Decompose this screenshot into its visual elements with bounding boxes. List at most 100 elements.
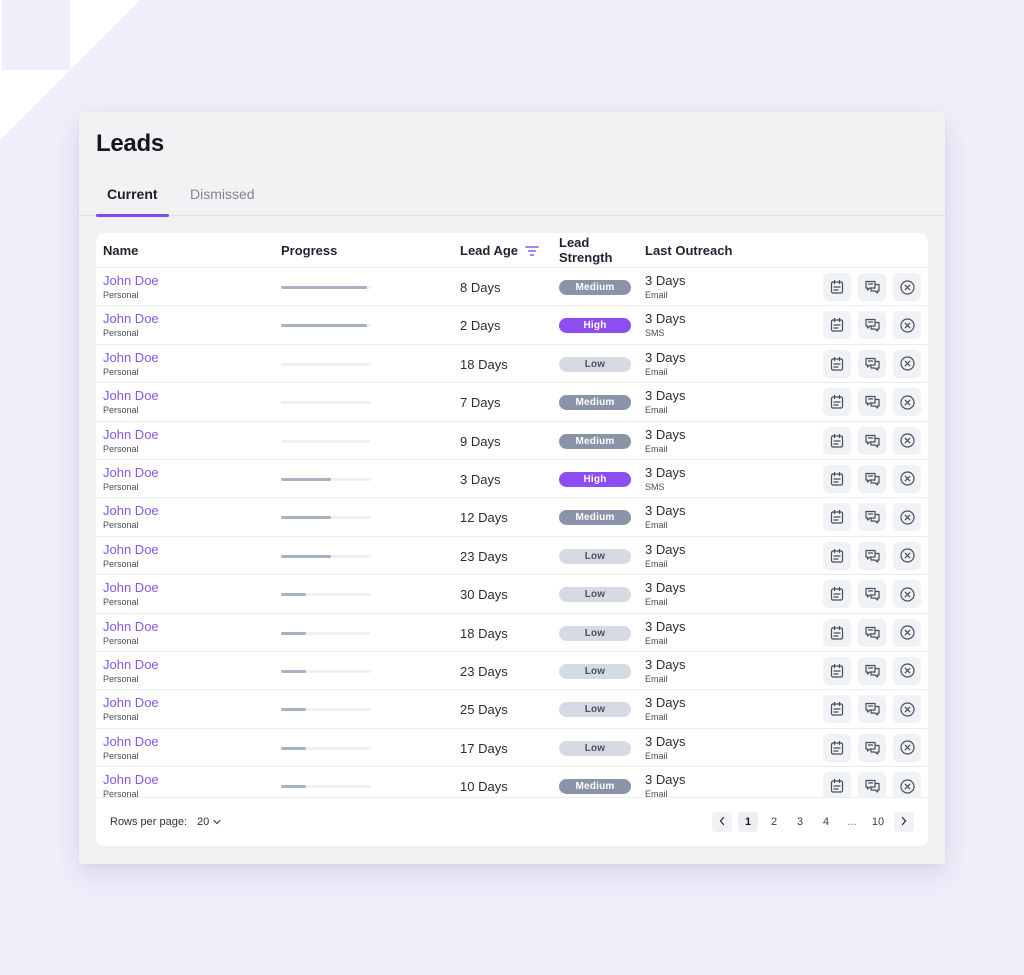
notes-button[interactable] [823,464,851,493]
table-header: Name Progress Lead Age Lead Strength Las… [96,233,928,268]
rows-per-page-select[interactable]: 20 [197,814,221,830]
notes-button[interactable] [823,273,851,301]
message-button[interactable] [858,503,886,532]
lead-age: 3 Days [460,471,501,487]
last-outreach-channel: Email [645,789,668,797]
notes-button[interactable] [823,349,851,378]
lead-age: 17 Days [460,740,508,756]
tab-dismissed[interactable]: Dismissed [190,186,255,202]
page-button[interactable]: 1 [738,812,758,832]
message-button[interactable] [858,311,886,340]
lead-name-link[interactable]: John Doe [103,273,159,288]
message-button[interactable] [858,349,886,378]
message-button[interactable] [858,464,886,493]
page-button[interactable]: 2 [770,816,778,828]
lead-name-link[interactable]: John Doe [103,618,159,634]
message-button[interactable] [858,656,886,685]
lead-name-link[interactable]: John Doe [103,349,159,365]
message-button[interactable] [858,618,886,647]
dismiss-button[interactable] [893,426,921,455]
lead-name-link[interactable]: John Doe [103,464,159,480]
lead-name-link[interactable]: John Doe [103,426,159,442]
notes-button[interactable] [823,426,851,455]
page-button[interactable]: 3 [796,816,804,828]
lead-name-link[interactable]: John Doe [103,772,159,788]
notes-button[interactable] [823,695,851,724]
message-button[interactable] [858,695,886,724]
lead-name-link[interactable]: John Doe [103,656,159,672]
lead-name-link[interactable]: John Doe [103,695,159,711]
page-button[interactable]: 4 [822,816,830,828]
message-button[interactable] [858,733,886,762]
lead-name-cell: John Doe Personal [103,542,159,570]
last-outreach-channel: Email [645,290,668,300]
notes-button[interactable] [823,772,851,797]
chat-icon [864,548,881,564]
message-button[interactable] [858,273,886,301]
notes-button[interactable] [823,656,851,685]
lead-name-cell: John Doe Personal [103,350,159,378]
table-row: John Doe Personal 10 Days Medium 3 Days Email [96,767,928,797]
last-outreach-time: 3 Days [645,426,686,442]
progress-bar-fill [281,785,307,789]
message-button[interactable] [858,388,886,417]
notes-button[interactable] [823,388,851,417]
notes-button[interactable] [823,618,851,647]
next-page-button[interactable] [894,812,914,832]
dismiss-button[interactable] [893,772,921,797]
last-outreach-channel: Email [645,712,668,723]
lead-type: Personal [103,712,139,723]
table-body: John Doe Personal 8 Days Medium 3 Days Email J… [96,268,928,797]
notes-button[interactable] [823,580,851,609]
dismiss-button[interactable] [893,695,921,724]
filter-icon[interactable] [525,245,539,257]
lead-strength-badge: Low [559,356,631,372]
notes-button[interactable] [823,503,851,532]
dismiss-button[interactable] [893,273,921,301]
dismiss-button[interactable] [893,464,921,493]
tab-current[interactable]: Current [96,186,169,217]
dismiss-icon [899,624,916,641]
dismiss-button[interactable] [893,503,921,532]
notes-icon [829,740,845,756]
page-button[interactable]: 10 [871,816,885,828]
lead-age: 10 Days [460,779,508,795]
progress-bar-fill [281,477,331,481]
message-button[interactable] [858,580,886,609]
chevron-right-icon [900,816,908,829]
dismiss-button[interactable] [893,618,921,647]
dismiss-button[interactable] [893,541,921,570]
dismiss-button[interactable] [893,388,921,417]
lead-name-link[interactable]: John Doe [103,733,159,749]
chevron-down-icon [213,816,221,828]
dismiss-button[interactable] [893,349,921,378]
dismiss-button[interactable] [893,733,921,762]
notes-icon [829,471,845,487]
dismiss-icon [899,317,916,334]
message-button[interactable] [858,426,886,455]
message-button[interactable] [858,772,886,797]
lead-name-link[interactable]: John Doe [103,388,159,404]
last-outreach-channel: Email [645,405,668,416]
notes-icon [829,625,845,641]
chat-icon [864,279,881,295]
lead-name-link[interactable]: John Doe [103,503,159,519]
column-header-lead-age[interactable]: Lead Age [460,243,539,258]
dismiss-button[interactable] [893,580,921,609]
previous-page-button[interactable] [712,812,732,832]
row-actions [823,426,921,455]
notes-button[interactable] [823,733,851,762]
message-button[interactable] [858,541,886,570]
lead-name-cell: John Doe Personal [103,503,159,531]
notes-button[interactable] [823,311,851,340]
lead-name-link[interactable]: John Doe [103,580,159,596]
dismiss-button[interactable] [893,656,921,685]
row-actions [823,656,921,685]
lead-name-link[interactable]: John Doe [103,311,159,327]
dismiss-button[interactable] [893,311,921,340]
notes-button[interactable] [823,541,851,570]
dismiss-icon [899,547,916,564]
lead-strength-badge: Medium [559,280,631,295]
lead-name-link[interactable]: John Doe [103,541,159,557]
table-row: John Doe Personal 25 Days Low 3 Days Email [96,690,928,729]
